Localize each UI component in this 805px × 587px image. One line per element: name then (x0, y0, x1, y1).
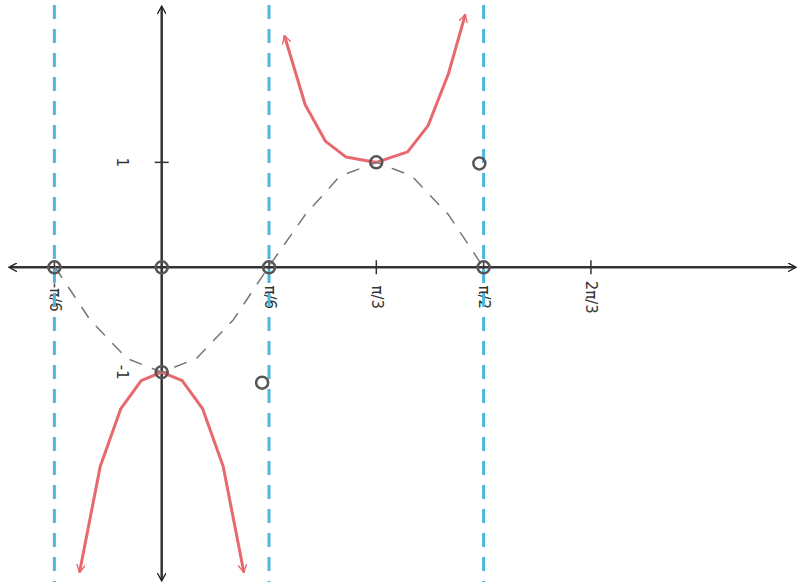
chart: -π/6π/6π/3π/22π/31-1 (0, 0, 805, 587)
point (263, 261, 275, 273)
curve (285, 16, 465, 163)
curve (80, 372, 244, 571)
point (473, 157, 485, 169)
asymptote (482, 5, 485, 582)
y-axis (160, 7, 163, 580)
point (156, 261, 168, 273)
y-tick (155, 162, 169, 164)
x-tick (590, 260, 592, 274)
point (478, 261, 490, 273)
x-tick (376, 260, 378, 274)
x-tick-label: 2π/3 (582, 281, 600, 314)
asymptote (268, 5, 271, 582)
plot-area (48, 5, 489, 582)
y-tick-label: -1 (113, 365, 131, 380)
point (156, 366, 168, 378)
y-tick-label: 1 (113, 158, 131, 168)
point (48, 261, 60, 273)
point (256, 377, 268, 389)
x-axis (10, 266, 795, 269)
asymptote (53, 5, 56, 582)
curve (55, 162, 483, 372)
point (370, 156, 382, 168)
x-tick-label: π/3 (368, 285, 386, 309)
